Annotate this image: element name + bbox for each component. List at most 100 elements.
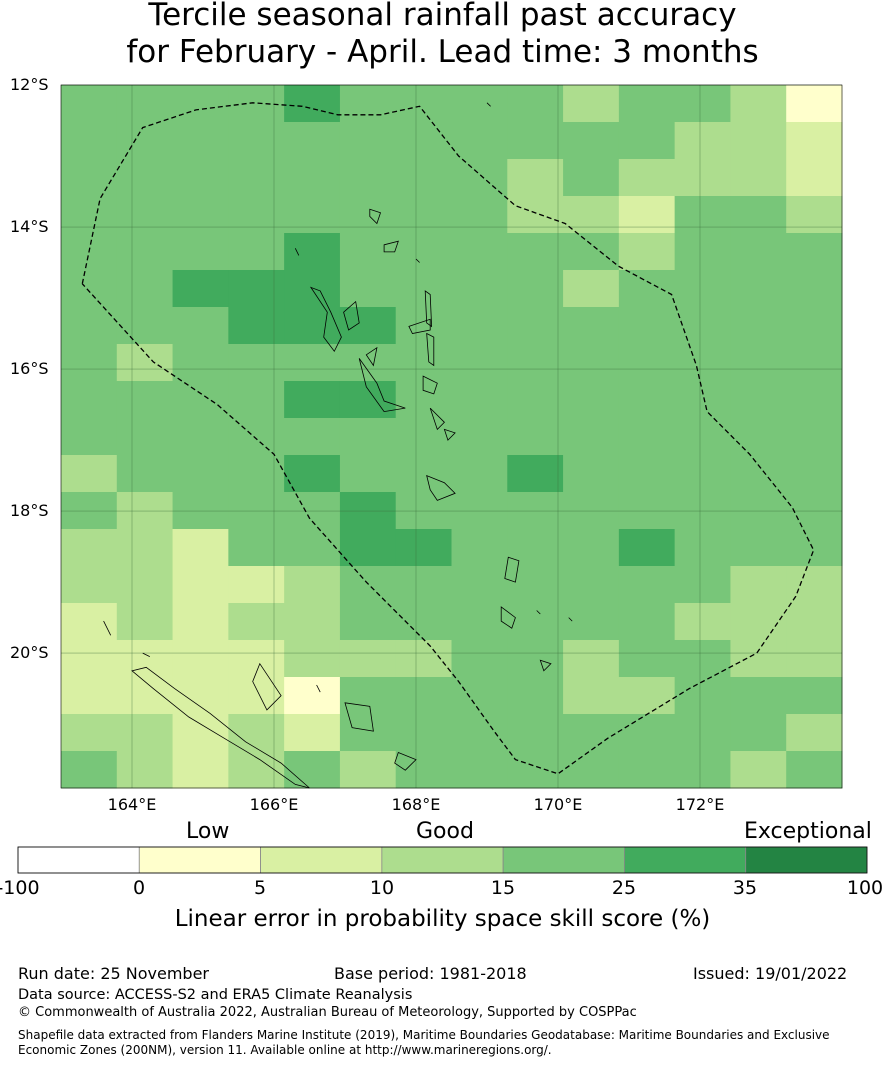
skill-cell [172, 344, 229, 382]
skill-cell [339, 418, 397, 456]
skill-cell [730, 122, 787, 160]
skill-cell [395, 455, 452, 493]
island-outline [103, 620, 112, 636]
skill-cell [116, 233, 174, 271]
skill-cell [730, 270, 787, 308]
island-outline [539, 659, 552, 672]
skill-cell [172, 751, 229, 789]
island-outline [500, 606, 516, 629]
skill-cell [507, 529, 564, 567]
issued-date: Issued: 19/01/2022 [693, 964, 848, 983]
island-outline [426, 332, 435, 367]
colorbar-category-low: Low [186, 819, 230, 844]
map-canvas [17, 84, 868, 874]
skill-cell [395, 603, 452, 641]
colorbar-tick: 0 [132, 877, 146, 899]
skill-cell [674, 270, 731, 308]
skill-cell [786, 751, 843, 789]
skill-cell [730, 566, 787, 604]
skill-cell [61, 196, 118, 234]
colorbar-bin [138, 846, 261, 874]
island-outline [369, 208, 382, 225]
skill-cell [786, 677, 843, 715]
skill-cell [228, 307, 285, 345]
skill-cell [618, 307, 676, 345]
skill-cell [507, 455, 564, 493]
skill-cell [618, 640, 676, 678]
skill-cell [674, 159, 731, 197]
skill-cell [228, 751, 285, 789]
skill-cell [730, 529, 787, 567]
skill-cell [116, 344, 174, 382]
skill-cell [451, 492, 508, 530]
skill-cell [284, 455, 341, 493]
skill-cell [116, 196, 174, 234]
colorbar-bin [624, 846, 747, 874]
skill-cell [786, 714, 843, 752]
colorbar-frame [17, 846, 868, 874]
skill-cell [284, 603, 341, 641]
skill-cell [395, 122, 452, 160]
skill-cell [395, 714, 452, 752]
skill-cell [339, 492, 397, 530]
skill-cell [786, 603, 843, 641]
skill-cell [339, 751, 397, 789]
skill-cell [563, 640, 620, 678]
skill-cell [563, 714, 620, 752]
skill-cell [451, 751, 508, 789]
skill-cell [339, 159, 397, 197]
map-frame [60, 84, 843, 789]
skill-cell [618, 677, 676, 715]
skill-cell [618, 751, 676, 789]
skill-cell [618, 270, 676, 308]
skill-cell [395, 566, 452, 604]
skill-cell [339, 529, 397, 567]
skill-cell [395, 159, 452, 197]
skill-cell [61, 344, 118, 382]
skill-cell [507, 122, 564, 160]
skill-cell [228, 714, 285, 752]
colorbar-tick: -100 [0, 877, 40, 899]
skill-cell [563, 344, 620, 382]
island-outline [358, 358, 406, 413]
skill-cell [395, 529, 452, 567]
skill-cell [228, 159, 285, 197]
skill-cell [172, 640, 229, 678]
skill-cell [228, 381, 285, 419]
skill-cell [228, 196, 285, 234]
skill-cell [451, 603, 508, 641]
skill-cell [116, 677, 174, 715]
skill-cell [563, 233, 620, 271]
skill-cell [786, 418, 843, 456]
skill-cell [61, 677, 118, 715]
colorbar [17, 846, 868, 874]
skill-cell [172, 233, 229, 271]
colorbar-bin [381, 846, 504, 874]
lon-label-172e: 172°E [675, 795, 725, 814]
skill-cell [786, 344, 843, 382]
skill-cell [395, 196, 452, 234]
skill-cell [284, 640, 341, 678]
lat-label-16s: 16°S [10, 359, 49, 378]
skill-cell [618, 381, 676, 419]
skill-cell [674, 566, 731, 604]
skill-cell [730, 640, 787, 678]
skill-cell [730, 492, 787, 530]
skill-cell [563, 381, 620, 419]
skill-cell [228, 603, 285, 641]
lon-label-164e: 164°E [107, 795, 157, 814]
skill-cell [507, 270, 564, 308]
skill-cell [563, 677, 620, 715]
island-outline [383, 240, 399, 253]
skill-cell [61, 529, 118, 567]
skill-cell [730, 85, 787, 123]
lat-label-14s: 14°S [10, 217, 49, 236]
island-outline [568, 617, 573, 622]
skill-cell [563, 85, 620, 123]
skill-cell [116, 714, 174, 752]
run-date: Run date: 25 November [18, 964, 209, 983]
skill-cell [786, 159, 843, 197]
skill-cell [786, 196, 843, 234]
skill-cell [674, 307, 731, 345]
skill-cell [618, 529, 676, 567]
